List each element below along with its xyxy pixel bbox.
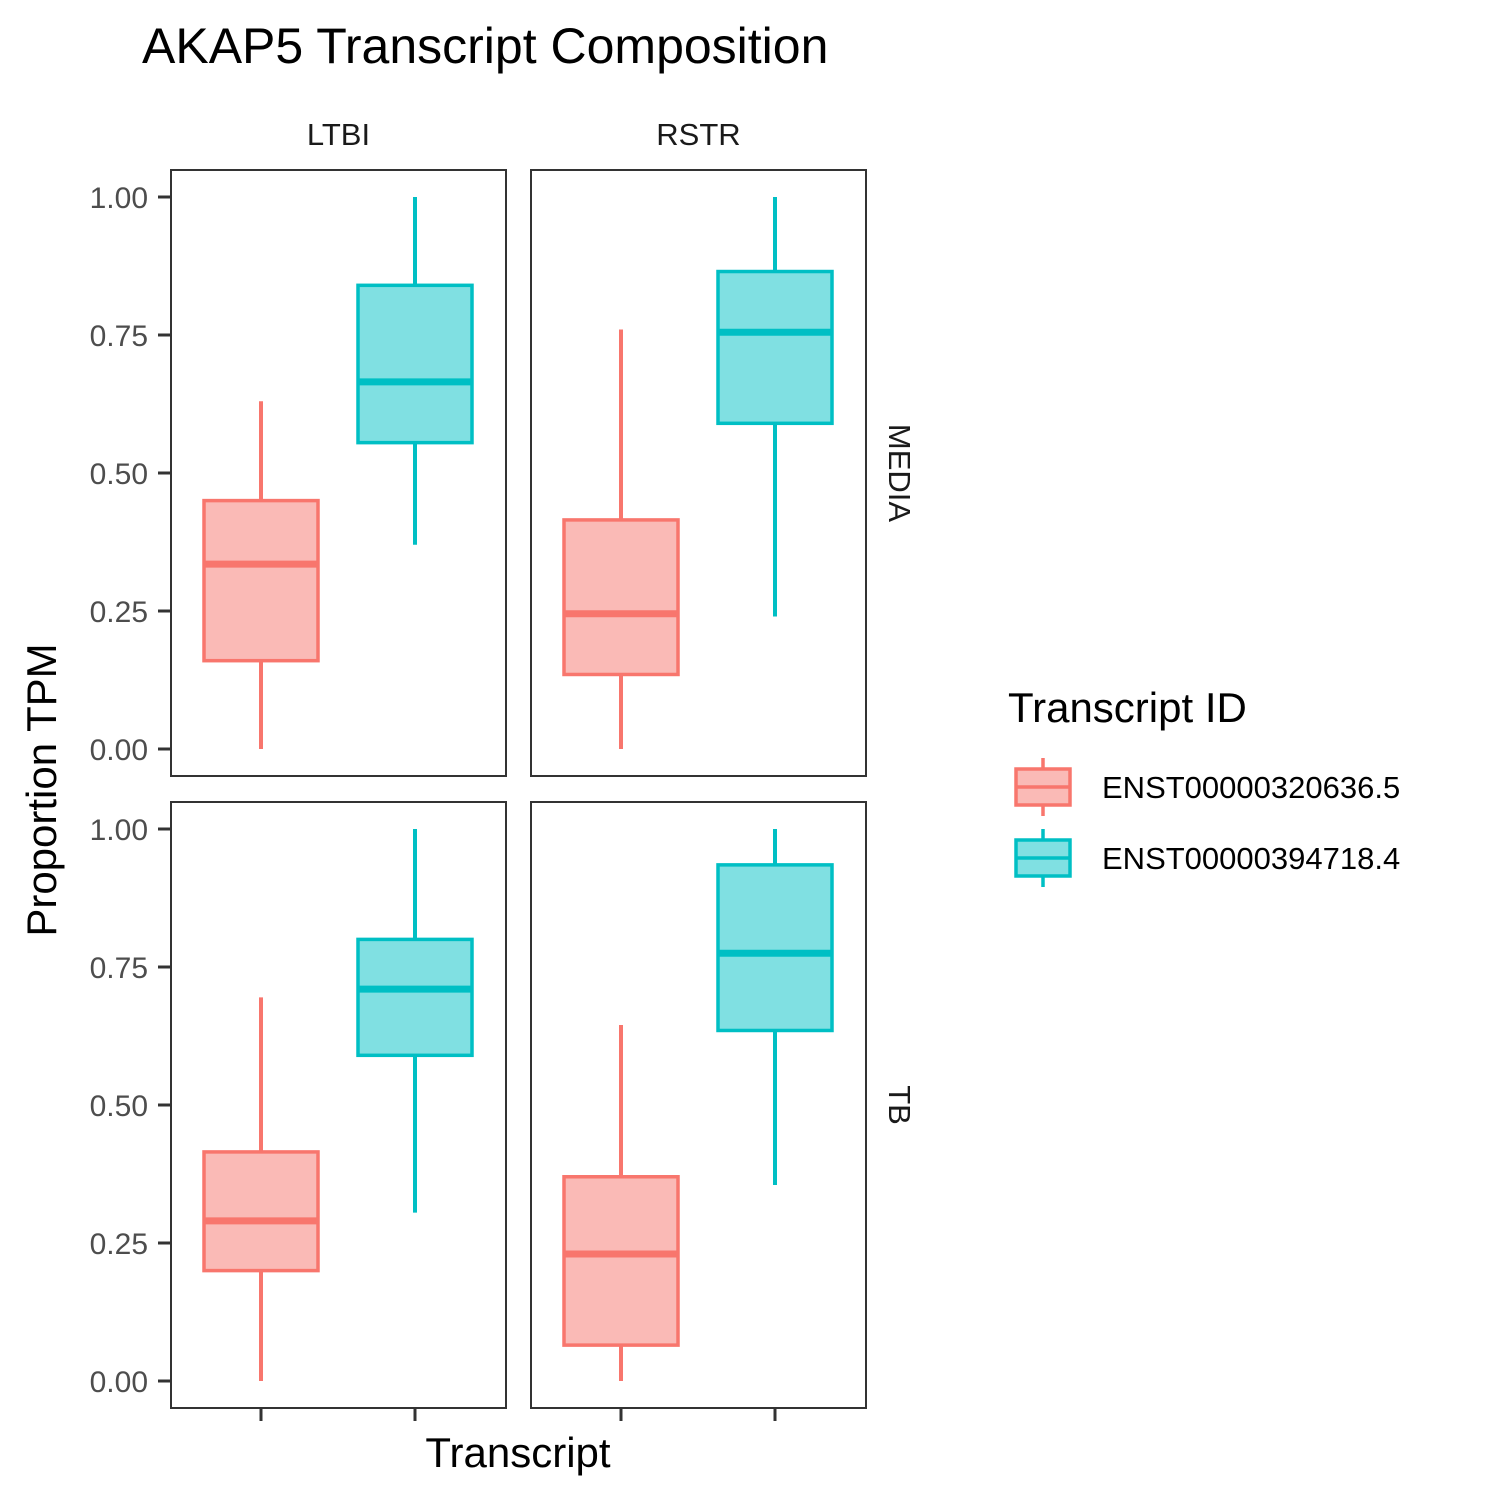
y-tick-label: 0.00	[90, 1366, 148, 1399]
y-axis-title: Proportion TPM	[18, 643, 65, 936]
y-tick-label: 0.25	[90, 1228, 148, 1261]
panel-rstr-tb	[530, 801, 867, 1409]
y-tick-label: 0.75	[90, 320, 148, 353]
facet-strip-tb: TB	[882, 1085, 917, 1125]
panel-border	[170, 169, 507, 777]
y-tick-label: 1.00	[90, 182, 148, 215]
box-iqr	[356, 283, 474, 445]
chart-title: AKAP5 Transcript Composition	[142, 18, 828, 74]
box-iqr	[356, 937, 474, 1058]
facet-panels: LTBI RSTR MEDIA TB 0.00 0.25 0.50 0.75 1.00 0.00 0…	[90, 117, 917, 1421]
facet-strip-ltbi: LTBI	[307, 117, 370, 152]
y-tick-label: 0.00	[90, 734, 148, 767]
box-iqr	[202, 498, 320, 663]
box-iqr	[562, 518, 680, 677]
box-iqr	[716, 269, 834, 426]
x-axis-title: Transcript	[425, 1429, 610, 1476]
panel-ltbi-media	[170, 169, 507, 777]
panel-border	[170, 801, 507, 1409]
facet-strip-rstr: RSTR	[656, 117, 740, 152]
panel-border	[530, 169, 867, 777]
y-tick-label: 0.25	[90, 596, 148, 629]
panel-rstr-media	[530, 169, 867, 777]
legend-item: ENST00000394718.4	[1014, 829, 1400, 887]
panel-ltbi-tb	[170, 801, 507, 1409]
legend-item: ENST00000320636.5	[1014, 758, 1400, 816]
legend-title: Transcript ID	[1008, 684, 1247, 731]
legend-label: ENST00000394718.4	[1102, 841, 1400, 876]
y-tick-label: 1.00	[90, 814, 148, 847]
y-tick-label: 0.50	[90, 1090, 148, 1123]
box-iqr	[716, 863, 834, 1033]
y-tick-label: 0.75	[90, 952, 148, 985]
box-iqr	[202, 1150, 320, 1273]
legend-label: ENST00000320636.5	[1102, 770, 1400, 805]
box-iqr	[562, 1175, 680, 1347]
y-tick-label: 0.50	[90, 458, 148, 491]
legend: Transcript ID ENST00000320636.5 ENST00000…	[1008, 684, 1400, 887]
facet-strip-media: MEDIA	[882, 424, 917, 523]
